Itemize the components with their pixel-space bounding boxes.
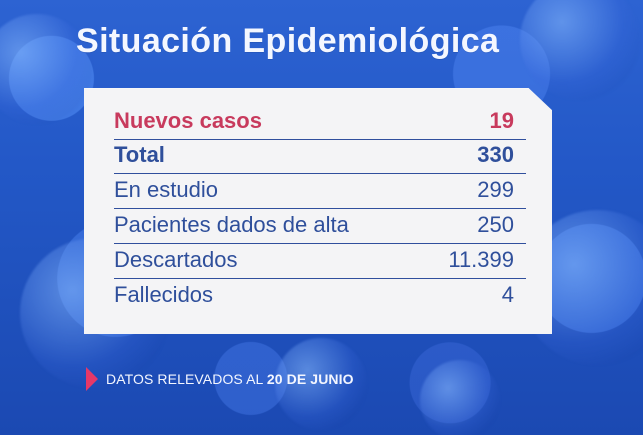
background-virus-blob [0,14,92,124]
summary-label-discharged: Pacientes dados de alta [114,212,349,237]
summary-value-total: 330 [477,142,514,167]
summary-row-total: Total 330 [114,140,526,174]
summary-value-in-study: 299 [477,177,514,202]
summary-label-ruled-out: Descartados [114,247,238,272]
data-note-text: DATOS RELEVADOS AL 20 DE JUNIO [106,370,354,388]
summary-row-new-cases: Nuevos casos 19 [114,106,526,140]
data-note: DATOS RELEVADOS AL 20 DE JUNIO [86,365,354,393]
summary-value-ruled-out: 11.399 [448,247,514,272]
data-note-date: 20 DE JUNIO [266,371,354,387]
summary-card: Nuevos casos 19 Total 330 En estudio 299… [84,88,552,334]
summary-row-ruled-out: Descartados 11.399 [114,245,526,279]
data-note-prefix: DATOS RELEVADOS AL [106,371,263,387]
triangle-right-icon [86,367,98,391]
summary-value-new-cases: 19 [489,108,514,133]
summary-value-deaths: 4 [501,282,514,307]
summary-row-deaths: Fallecidos 4 [114,280,526,310]
summary-label-total: Total [114,142,165,167]
summary-value-discharged: 250 [477,212,514,237]
background-virus-blob [275,338,367,430]
summary-row-discharged: Pacientes dados de alta 250 [114,210,526,244]
background-virus-blob [520,0,640,100]
summary-label-deaths: Fallecidos [114,282,214,307]
page-title: Situación Epidemiológica [76,22,500,60]
summary-label-in-study: En estudio [114,177,218,202]
background-virus-blob [420,360,500,435]
summary-row-in-study: En estudio 299 [114,175,526,209]
summary-label-new-cases: Nuevos casos [114,108,262,133]
